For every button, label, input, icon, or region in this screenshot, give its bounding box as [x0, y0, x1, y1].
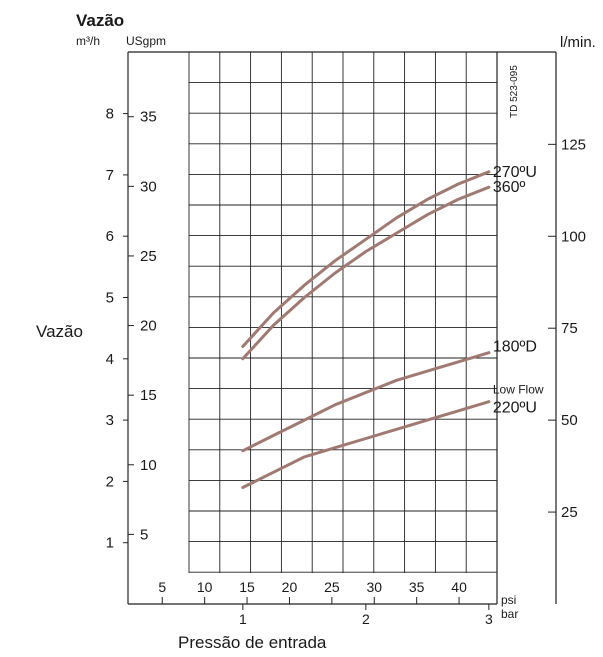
psi-tick-label: 25	[324, 579, 340, 595]
lmin-tick-label: 100	[561, 228, 586, 245]
usgpm-tick-label: 10	[140, 457, 157, 474]
usgpm-tick-label: 35	[140, 109, 157, 126]
psi-tick-label: 20	[282, 579, 298, 595]
grid	[188, 51, 498, 573]
bar-tick-label: 2	[362, 611, 370, 627]
unit-lmin-label: l/min.	[560, 34, 596, 51]
lmin-tick-label: 75	[561, 320, 578, 337]
unit-m3h-label: m³/h	[76, 34, 100, 48]
unit-usgpm-label: USgpm	[126, 34, 166, 48]
bar-tick-label: 1	[239, 611, 247, 627]
usgpm-tick-label: 15	[140, 387, 157, 404]
series-label: 360º	[493, 179, 526, 196]
lmin-tick-label: 125	[561, 136, 586, 153]
m3h-tick-label: 7	[106, 167, 114, 184]
m3h-tick-label: 4	[106, 351, 114, 368]
series-lines	[241, 170, 491, 489]
y-axis-label: Vazão	[36, 322, 83, 341]
lmin-tick-label: 25	[561, 504, 578, 521]
series-line	[241, 170, 491, 348]
chart-code: TD 523-095	[509, 65, 520, 118]
usgpm-tick-label: 25	[140, 248, 157, 265]
usgpm-tick-label: 30	[140, 178, 157, 195]
psi-tick-label: 5	[158, 579, 166, 595]
series-line	[241, 400, 491, 489]
psi-tick-label: 10	[197, 579, 213, 595]
psi-tick-label: 15	[239, 579, 255, 595]
psi-tick-label: 40	[451, 579, 467, 595]
x-axis-label: Pressão de entrada	[178, 633, 327, 652]
psi-unit-label: psi	[501, 593, 516, 607]
series-line	[241, 351, 491, 453]
usgpm-tick-label: 20	[140, 318, 157, 335]
m3h-tick-label: 1	[106, 535, 114, 552]
series-label: 180ºD	[493, 339, 537, 356]
m3h-tick-label: 8	[106, 106, 114, 123]
axes	[127, 51, 557, 605]
chart-title: Vazão	[76, 11, 124, 30]
psi-tick-label: 30	[366, 579, 382, 595]
series-subtitle: Low Flow	[493, 383, 544, 397]
bar-tick-label: 3	[485, 611, 493, 627]
psi-tick-label: 35	[409, 579, 425, 595]
m3h-tick-label: 6	[106, 228, 114, 245]
series-label: 220ºU	[493, 400, 537, 417]
m3h-tick-label: 5	[106, 290, 114, 307]
usgpm-tick-label: 5	[140, 526, 148, 543]
bar-unit-label: bar	[501, 607, 518, 621]
lmin-tick-label: 50	[561, 412, 578, 429]
m3h-tick-label: 3	[106, 412, 114, 429]
series-line	[241, 185, 491, 361]
series-label: 270ºU	[493, 164, 537, 181]
m3h-tick-label: 2	[106, 473, 114, 490]
